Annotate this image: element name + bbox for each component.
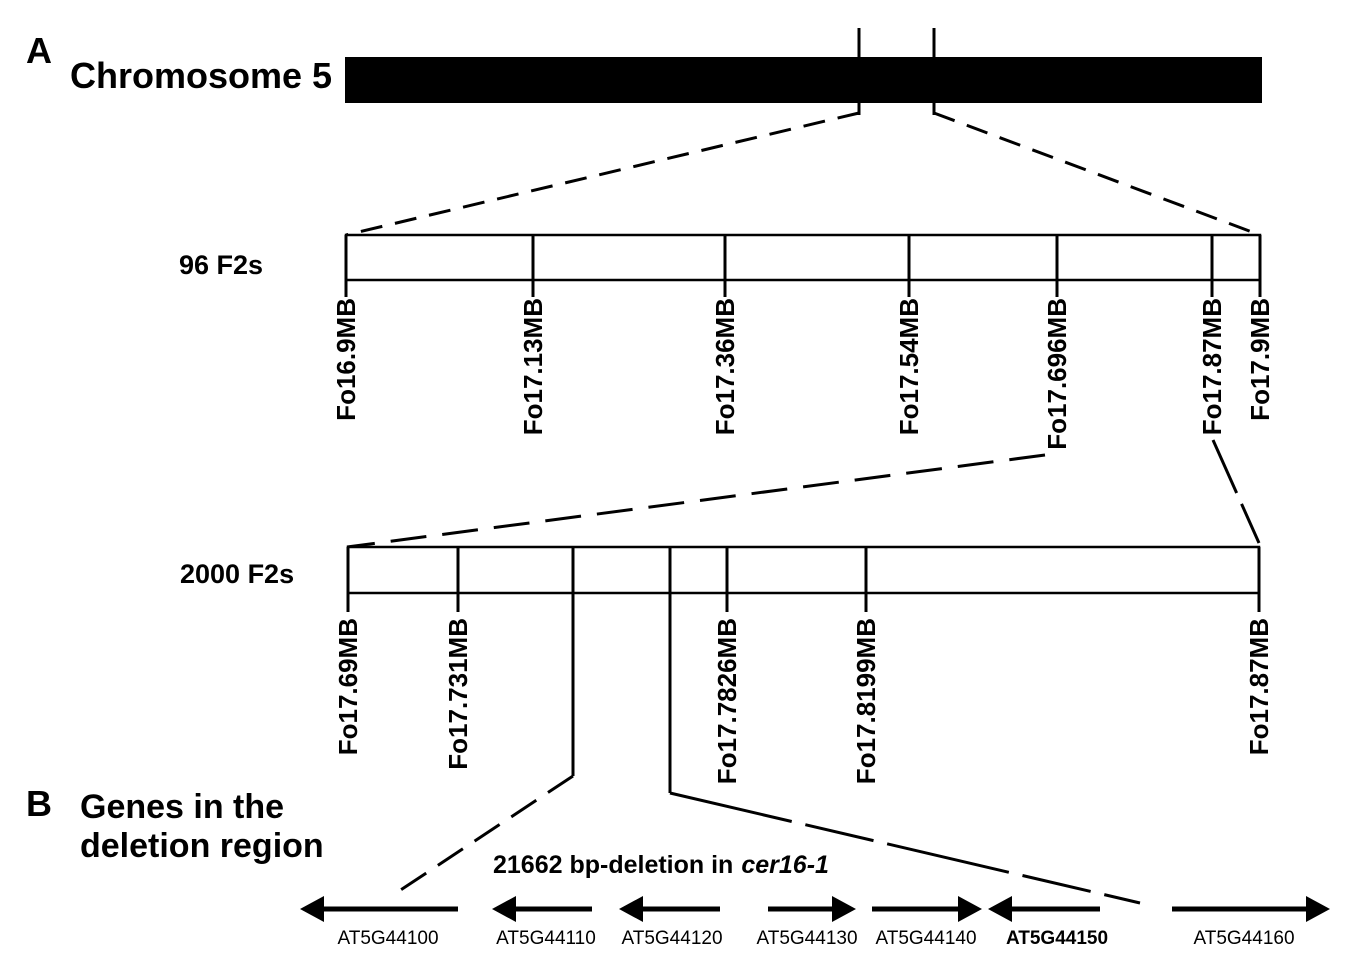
marker-label-fo17-7826mb: Fo17.7826MB [712,618,742,785]
marker-label-fo17-54mb: Fo17.54MB [894,298,924,436]
map-2000f2-label: 2000 F2s [180,559,295,589]
map-96f2-label: 96 F2s [179,250,264,280]
zoom-line-deletion-right [669,791,1141,905]
chromosome5-title: Chromosome 5 [70,55,333,96]
map-box-96f2 [344,233,1262,282]
gene-label-at5g44100: AT5G44100 [337,928,439,949]
marker-label-fo17-36mb: Fo17.36MB [710,298,740,436]
marker-label-fo17-69mb: Fo17.69MB [333,618,363,756]
arrow-head-right-icon [1306,896,1330,922]
map-box-2000f2 [346,545,1261,595]
gene-arrow-at5g44120 [619,896,720,922]
gene-arrow-at5g44150 [988,896,1100,922]
marker-label-fo17-87mb: Fo17.87MB [1197,298,1227,436]
gene-label-at5g44120: AT5G44120 [621,928,723,949]
zoom-line-96-to-2000-left [346,453,1046,549]
gene-arrow-at5g44110 [492,896,592,922]
gene-label-at5g44140: AT5G44140 [875,928,977,949]
marker-label-fo17-8199mb: Fo17.8199MB [851,618,881,785]
zoom-line-bar-to-96box-left [345,111,860,237]
gene-arrow-at5g44100 [300,896,458,922]
zoom-line-bar-to-96box-right [933,111,1261,237]
panel-b-title-line2: deletion region [80,827,324,865]
chromosome5-bar [345,57,1262,103]
marker-label-fo17-731mb: Fo17.731MB [443,618,473,770]
deletion-caption: 21662 bp-deletion in cer16-1 [493,853,829,878]
gene-label-at5g44110: AT5G44110 [496,928,596,949]
gene-label-at5g44150: AT5G44150 [1005,928,1109,949]
panel-b-letter: B [26,783,52,824]
arrow-head-left-icon [300,896,324,922]
gene-arrow-at5g44130 [768,896,856,922]
marker-label-fo17-9mb: Fo17.9MB [1245,298,1275,421]
zoom-line-96-to-2000-right [1211,439,1261,544]
panel-b-title-line1: Genes in the [80,788,285,826]
gene-arrow-at5g44160 [1172,896,1330,922]
gene-label-at5g44130: AT5G44130 [756,928,858,949]
arrow-head-left-icon [492,896,516,922]
marker-label-fo17-13mb: Fo17.13MB [518,298,548,436]
arrow-head-right-icon [832,896,856,922]
arrow-head-left-icon [988,896,1012,922]
marker-label-fo17-87mb-2: Fo17.87MB [1244,618,1274,756]
panel-a-letter: A [26,30,52,71]
marker-label-fo16-9mb: Fo16.9MB [331,298,361,421]
zoom-line-deletion-left [389,774,574,899]
marker-label-fo17-696mb: Fo17.696MB [1042,298,1072,450]
deletion-allele-name: cer16-1 [741,851,829,879]
gene-label-at5g44160: AT5G44160 [1193,928,1295,949]
arrow-head-left-icon [619,896,643,922]
arrow-head-right-icon [958,896,982,922]
gene-arrow-at5g44140 [872,896,982,922]
deletion-caption-text: 21662 bp-deletion in [493,851,734,879]
panel-b-title: Genes in the deletion region [80,788,324,866]
